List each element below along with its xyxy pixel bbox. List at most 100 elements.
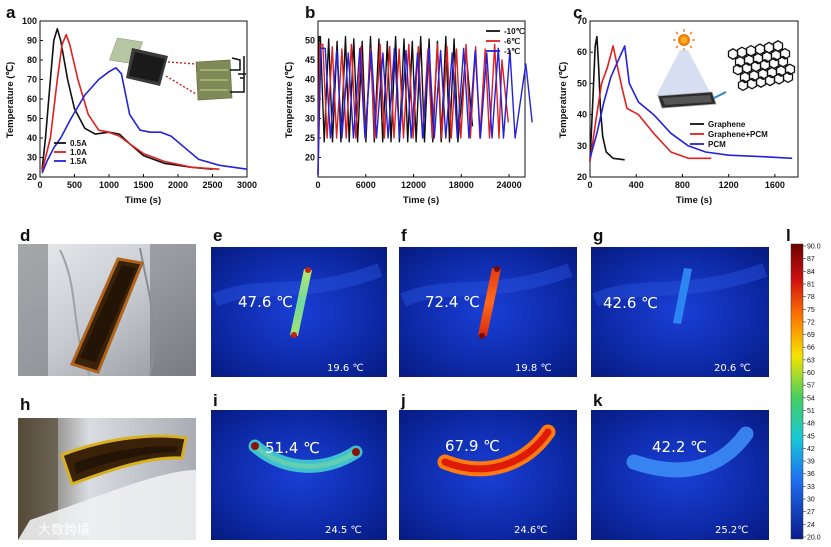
thermal-i: 51.4 ℃ 24.5 ℃ i	[211, 391, 387, 540]
x-tick-label: 2500	[202, 180, 222, 190]
lattice-hexagon	[782, 71, 794, 84]
colorbar-tick-label: 57	[807, 383, 815, 390]
series-line-1-5a	[41, 67, 248, 174]
ticks-a: 0 500 1000 1500 2000 2500 3000 20 30 40 50 60 70 80 90…	[22, 16, 257, 190]
thermal-f-center-temp: 72.4 ℃	[425, 293, 480, 311]
thermal-k: 42.2 ℃ 25.2℃ k	[591, 391, 769, 540]
y-tick-label: 50	[27, 114, 37, 124]
watermark-text: 大数跨境	[38, 523, 90, 538]
thermal-e: 47.6 ℃ 19.6 ℃ e	[211, 226, 387, 377]
panel-label-l: l	[786, 226, 791, 245]
y-tick-label: 35	[305, 94, 315, 104]
lattice-hexagon	[727, 48, 739, 60]
panel-label-h: h	[20, 395, 30, 414]
watermark-logo-icon	[6, 523, 18, 535]
y-tick-label: 30	[305, 114, 315, 124]
y-axis-label-a: Temperature (℃)	[5, 62, 16, 138]
x-tick-label: 12000	[401, 180, 426, 190]
colorbar-tick-label: 84	[807, 269, 815, 276]
lattice-hexagon	[736, 46, 748, 59]
photo-d: d	[18, 226, 196, 377]
colorbar-tick-label: 33	[807, 484, 815, 491]
x-tick-label: 1500	[133, 180, 153, 190]
legend-label: -6℃	[504, 37, 520, 46]
lattice-hexagon	[784, 63, 796, 76]
y-tick-label: 45	[305, 55, 315, 65]
y-tick-label: 60	[577, 47, 587, 57]
colorbar-tick-label: 78	[807, 294, 815, 301]
series-line-1-0a	[41, 33, 220, 172]
thermal-j-ambient: 24.6℃	[514, 525, 548, 536]
wearable-heater-illustration	[109, 37, 246, 101]
thermal-f: 72.4 ℃ 19.8 ℃ f	[399, 226, 577, 377]
panel-label-i: i	[213, 391, 218, 410]
photo-h: h	[18, 395, 196, 540]
legend-label: 1.5A	[70, 157, 87, 166]
panel-c: c 0 400 800 1200 1600 20 30 40 50 60 70 Graphene	[558, 3, 799, 206]
y-tick-label: 20	[27, 172, 37, 182]
ticks-b: 0 6000 12000 18000 24000 20 25 30 35 40 45 50	[305, 36, 522, 191]
thermal-e-center-temp: 47.6 ℃	[238, 293, 293, 311]
x-tick-label: 800	[675, 180, 690, 190]
lattice-hexagon	[768, 57, 780, 70]
lattice-hexagon	[763, 41, 775, 54]
colorbar-tick-label: 24	[807, 522, 815, 529]
colorbar-tick-label: 69	[807, 332, 815, 339]
graphene-lattice	[727, 40, 796, 92]
legend-label: 0.5A	[70, 139, 87, 148]
legend-label: -10℃	[504, 27, 525, 36]
y-tick-label: 30	[577, 141, 587, 151]
y-tick-label: 70	[577, 16, 587, 26]
y-tick-label: 20	[305, 153, 315, 163]
colorbar-tick-label: 20.0	[807, 535, 821, 542]
lattice-hexagon	[741, 62, 753, 74]
y-tick-label: 40	[577, 110, 587, 120]
y-tick-label: 60	[27, 94, 37, 104]
thermal-j: 67.9 ℃ 24.6℃ j	[399, 391, 577, 540]
panel-label-k: k	[593, 391, 603, 410]
panel-label-a: a	[6, 3, 16, 22]
lattice-hexagon	[750, 60, 762, 73]
lattice-hexagon	[746, 77, 758, 90]
panel-label-j: j	[400, 391, 406, 410]
y-tick-label: 100	[22, 16, 37, 26]
x-tick-label: 0	[37, 180, 42, 190]
colorbar-tick-label: 60	[807, 370, 815, 377]
colorbar-gradient	[790, 243, 804, 540]
x-tick-label: 0	[315, 180, 320, 190]
colorbar-tick-label: 36	[807, 471, 815, 478]
y-tick-label: 50	[305, 36, 315, 46]
panel-label-c: c	[573, 3, 582, 22]
lattice-hexagon	[745, 44, 757, 57]
legend-label: Graphene+PCM	[708, 130, 768, 139]
x-tick-label: 0	[587, 180, 592, 190]
y-tick-label: 80	[27, 55, 37, 65]
colorbar-tick-label: 72	[807, 319, 815, 326]
x-tick-label: 1000	[99, 180, 119, 190]
thermal-g-center-temp: 42.6 ℃	[603, 294, 658, 312]
colorbar-tick-label: 81	[807, 281, 815, 288]
series-line-b-2	[317, 47, 533, 176]
thermal-e-ambient: 19.6 ℃	[327, 363, 364, 374]
thermal-i-center-temp: 51.4 ℃	[265, 439, 320, 457]
panel-b: b 0 6000 12000 18000 24000 20 25 30 35 40 45 50 -10…	[284, 3, 533, 206]
colorbar-tick-label: 51	[807, 408, 815, 415]
x-axis-label-c: Time (s)	[676, 195, 712, 206]
legend-label: 1.0A	[70, 148, 87, 157]
y-tick-label: 40	[27, 133, 37, 143]
legend-b: -10℃-6℃-1℃	[486, 27, 525, 56]
sun-icon	[673, 29, 695, 51]
panel-label-g: g	[593, 226, 603, 245]
y-tick-label: 20	[577, 172, 587, 182]
lattice-hexagon	[772, 40, 784, 52]
series-line-0-5a	[41, 27, 213, 170]
x-axis-label-b: Time (s)	[403, 195, 439, 206]
colorbar-l: l 90.0 87 84 81 78 75 72 69 66 63 60 57 54 51 48 45 42 39…	[786, 226, 821, 542]
thermal-k-center-temp: 42.2 ℃	[652, 438, 707, 456]
colorbar-tick-label: 87	[807, 256, 815, 263]
lattice-hexagon	[754, 43, 766, 56]
thermal-j-center-temp: 67.9 ℃	[445, 437, 500, 455]
thermal-f-ambient: 19.8 ℃	[515, 363, 552, 374]
x-axis-label-a: Time (s)	[125, 195, 161, 206]
